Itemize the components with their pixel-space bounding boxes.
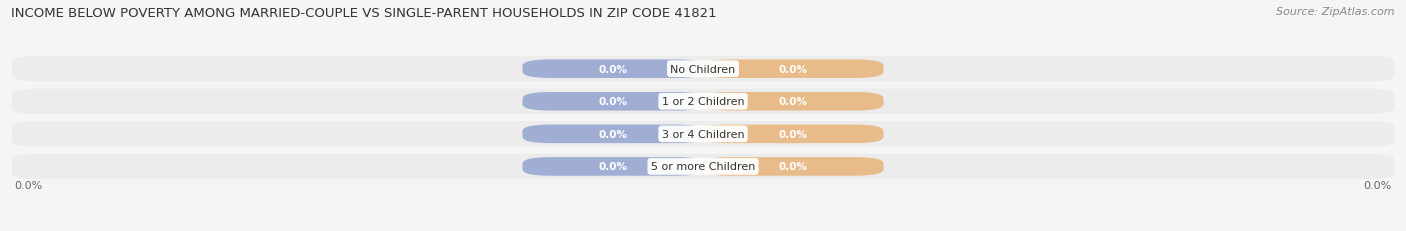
Text: 1 or 2 Children: 1 or 2 Children (662, 97, 744, 107)
Text: INCOME BELOW POVERTY AMONG MARRIED-COUPLE VS SINGLE-PARENT HOUSEHOLDS IN ZIP COD: INCOME BELOW POVERTY AMONG MARRIED-COUPL… (11, 7, 717, 20)
FancyBboxPatch shape (523, 125, 704, 143)
Text: 0.0%: 0.0% (778, 64, 807, 74)
FancyBboxPatch shape (702, 158, 883, 176)
FancyBboxPatch shape (702, 125, 883, 143)
FancyBboxPatch shape (13, 154, 1393, 179)
Text: 0.0%: 0.0% (599, 162, 628, 172)
FancyBboxPatch shape (13, 57, 1393, 82)
Text: 5 or more Children: 5 or more Children (651, 162, 755, 172)
Text: 0.0%: 0.0% (599, 129, 628, 139)
Text: 0.0%: 0.0% (778, 129, 807, 139)
Text: 0.0%: 0.0% (599, 97, 628, 107)
FancyBboxPatch shape (523, 158, 704, 176)
FancyBboxPatch shape (523, 93, 704, 111)
Text: 0.0%: 0.0% (14, 181, 42, 191)
Text: 0.0%: 0.0% (599, 64, 628, 74)
Text: 0.0%: 0.0% (778, 162, 807, 172)
Text: 3 or 4 Children: 3 or 4 Children (662, 129, 744, 139)
Text: 0.0%: 0.0% (778, 97, 807, 107)
FancyBboxPatch shape (523, 60, 704, 79)
Text: 0.0%: 0.0% (1364, 181, 1392, 191)
FancyBboxPatch shape (702, 60, 883, 79)
FancyBboxPatch shape (13, 122, 1393, 147)
Text: No Children: No Children (671, 64, 735, 74)
Text: Source: ZipAtlas.com: Source: ZipAtlas.com (1277, 7, 1395, 17)
FancyBboxPatch shape (702, 93, 883, 111)
FancyBboxPatch shape (13, 89, 1393, 115)
